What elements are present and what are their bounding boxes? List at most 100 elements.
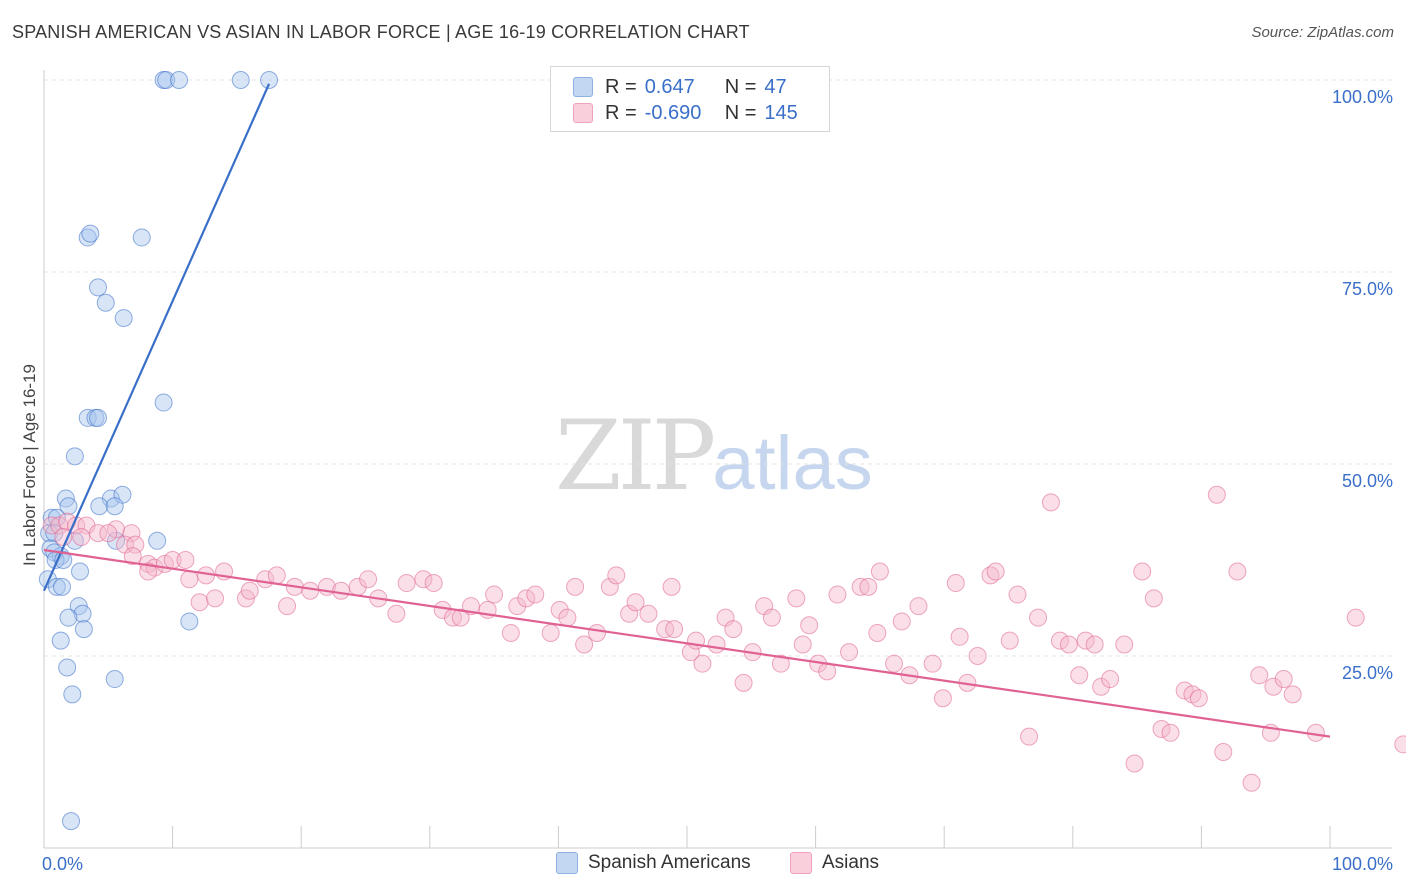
point-asians: [620, 604, 639, 623]
point-asians: [724, 620, 743, 639]
point-asians: [301, 581, 320, 600]
point-spanish-americans: [62, 812, 81, 831]
point-spanish-americans: [148, 531, 167, 550]
point-asians: [923, 654, 942, 673]
point-spanish-americans: [53, 577, 72, 596]
x-tick-label-min: 0.0%: [42, 854, 83, 874]
point-asians: [89, 524, 108, 543]
point-asians: [1274, 670, 1293, 689]
y-tick-label: 75.0%: [1342, 279, 1393, 299]
point-asians: [1101, 670, 1120, 689]
legend-r-label: R =: [605, 101, 637, 124]
point-spanish-americans: [114, 309, 133, 328]
point-asians: [139, 562, 158, 581]
point-asians: [99, 524, 118, 543]
chart-title: SPANISH AMERICAN VS ASIAN IN LABOR FORCE…: [12, 22, 750, 42]
point-asians: [72, 527, 91, 546]
legend-n-value: 145: [764, 101, 798, 124]
trend-line-asians: [43, 548, 1331, 738]
point-asians: [1207, 485, 1226, 504]
point-asians: [933, 689, 952, 708]
point-asians: [1346, 608, 1365, 627]
point-spanish-americans: [58, 658, 77, 677]
point-spanish-americans: [74, 620, 93, 639]
point-spanish-americans: [105, 497, 124, 516]
point-asians: [558, 608, 577, 627]
legend-row-spanish-americans: R = 0.647 N = 47: [573, 75, 787, 99]
point-asians: [600, 577, 619, 596]
point-asians: [1076, 631, 1095, 650]
point-asians: [1242, 773, 1261, 792]
point-asians: [1070, 666, 1089, 685]
chart-source: Source: ZipAtlas.com: [1251, 24, 1394, 41]
point-spanish-americans: [59, 608, 78, 627]
point-spanish-americans: [96, 293, 115, 312]
point-asians: [828, 585, 847, 604]
point-asians: [414, 570, 433, 589]
point-asians: [870, 562, 889, 581]
legend-n-label: N =: [724, 75, 757, 98]
point-asians: [1092, 677, 1111, 696]
y-axis-label: In Labor Force | Age 16-19: [20, 364, 39, 566]
point-asians: [267, 566, 286, 585]
point-asians: [1144, 589, 1163, 608]
tick-labels: 100.0% 75.0% 50.0% 25.0% 0.0% 100.0%: [42, 87, 1393, 874]
point-asians: [793, 635, 812, 654]
series-name: Asians: [822, 852, 880, 873]
legend-row-asians: R = -0.690 N = 145: [573, 101, 798, 125]
point-asians: [909, 597, 928, 616]
point-spanish-americans: [170, 71, 189, 89]
legend-r-value: 0.647: [644, 75, 695, 98]
point-asians: [693, 654, 712, 673]
legend-n-value: 47: [764, 75, 787, 98]
point-asians: [397, 574, 416, 593]
point-spanish-americans: [78, 408, 97, 427]
point-spanish-americans: [157, 71, 176, 89]
point-asians: [771, 654, 790, 673]
point-asians: [566, 577, 585, 596]
point-spanish-americans: [132, 228, 151, 247]
axes: [43, 70, 1392, 849]
point-asians: [1283, 685, 1302, 704]
point-asians: [851, 577, 870, 596]
point-spanish-americans: [89, 278, 108, 297]
point-spanish-americans: [89, 408, 108, 427]
point-asians: [541, 623, 560, 642]
watermark-zip: ZIP: [555, 400, 716, 512]
point-asians: [1020, 727, 1039, 746]
point-asians: [1008, 585, 1027, 604]
series-legend-asians: Asians: [790, 852, 879, 874]
point-asians: [126, 535, 145, 554]
point-asians: [665, 620, 684, 639]
point-asians: [1214, 743, 1233, 761]
point-spanish-americans: [47, 577, 66, 596]
point-spanish-americans: [81, 224, 100, 243]
point-spanish-americans: [73, 604, 92, 623]
point-asians: [762, 608, 781, 627]
point-asians: [607, 566, 626, 585]
point-asians: [332, 581, 351, 600]
point-spanish-americans: [105, 670, 124, 689]
point-asians: [278, 597, 297, 616]
series-swatch-blue: [556, 852, 578, 874]
point-asians: [550, 600, 569, 619]
point-spanish-americans: [260, 71, 279, 89]
point-asians: [1041, 493, 1060, 512]
point-asians: [387, 604, 406, 623]
y-tick-label: 100.0%: [1332, 87, 1393, 107]
point-asians: [986, 562, 1005, 581]
point-asians: [526, 585, 545, 604]
point-spanish-americans: [90, 497, 109, 516]
series-swatch-pink: [790, 852, 812, 874]
point-asians: [950, 627, 969, 646]
point-asians: [587, 623, 606, 642]
y-tick-label: 50.0%: [1342, 471, 1393, 491]
point-asians: [946, 574, 965, 593]
legend-n-label: N =: [724, 101, 757, 124]
point-asians: [1029, 608, 1048, 627]
point-asians: [424, 574, 443, 593]
point-asians: [42, 516, 61, 535]
point-asians: [1059, 635, 1078, 654]
point-asians: [54, 527, 73, 546]
point-asians: [122, 524, 141, 543]
